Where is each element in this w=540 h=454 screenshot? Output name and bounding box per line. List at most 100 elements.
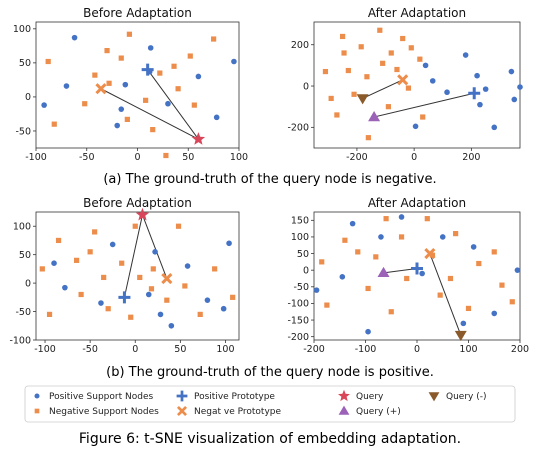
negative-support-point xyxy=(364,74,370,80)
negative-support-point xyxy=(191,102,197,108)
negative-prototype-point xyxy=(424,247,436,260)
y-tick-label: 0 xyxy=(25,92,31,103)
legend-label: Query (-) xyxy=(446,392,486,402)
positive-prototype-point xyxy=(468,87,481,100)
negative-support-point xyxy=(182,283,188,289)
negative-support-point xyxy=(128,314,134,320)
positive-support-point xyxy=(477,101,483,108)
negative-prototype-point xyxy=(95,83,107,95)
x-tick-label: 200 xyxy=(462,152,480,163)
negative-support-point xyxy=(101,274,107,281)
positive-support-point xyxy=(51,260,57,267)
plot-frame xyxy=(35,21,240,149)
positive-support-point xyxy=(491,124,498,131)
positive-support-point xyxy=(462,52,469,58)
negative-support-point xyxy=(453,231,459,237)
negative-support-point xyxy=(187,53,193,59)
positive-support-point xyxy=(422,62,429,69)
x-tick-label: 100 xyxy=(216,344,234,355)
negative-support-point xyxy=(87,249,93,255)
x-tick-label: -100 xyxy=(34,344,56,355)
x-tick-label: 0 xyxy=(411,152,417,163)
prototype-query-line xyxy=(100,88,199,140)
negative-support-point xyxy=(55,237,62,244)
negative-support-point xyxy=(106,80,112,86)
negative-support-point xyxy=(437,292,443,298)
positive-support-point xyxy=(419,270,425,277)
negative-support-point xyxy=(150,127,156,133)
positive-support-point xyxy=(147,45,154,51)
figure-caption: Figure 6: t-SNE visualization of embeddi… xyxy=(79,431,461,447)
negative-support-point xyxy=(230,294,236,300)
y-tick-label: -50 xyxy=(15,307,31,318)
prototype-query-line xyxy=(429,253,462,336)
positive-support-point xyxy=(439,234,446,240)
positive-support-point xyxy=(517,84,523,90)
negative-support-point xyxy=(400,35,406,42)
positive-support-point xyxy=(41,102,47,108)
plots-layer: Before Adaptation-100 -50 0 50 100-50050100A… xyxy=(9,6,529,355)
negative-support-point xyxy=(78,291,84,298)
negative-support-point xyxy=(212,266,218,272)
y-tick-label: 100 xyxy=(291,232,309,243)
positive-support-point xyxy=(365,328,371,335)
positive-support-point xyxy=(508,68,515,75)
y-tick-label: 50 xyxy=(19,250,31,261)
legend-label: Query xyxy=(356,392,384,402)
positive-support-point xyxy=(71,34,78,41)
legend-item: Query (-) xyxy=(428,392,486,402)
y-tick-label: -200 xyxy=(287,123,309,134)
y-tick-label: 0 xyxy=(303,81,309,92)
negative-support-point xyxy=(394,66,400,73)
x-tick-label: -200 xyxy=(303,344,325,355)
negative-support-point xyxy=(82,101,88,107)
negative-support-point xyxy=(385,104,391,110)
negative-support-point xyxy=(341,50,347,56)
negative-support-point xyxy=(328,95,334,102)
query-pos-point xyxy=(368,111,381,122)
negative-support-point xyxy=(150,266,156,272)
negative-support-point xyxy=(104,48,110,54)
legend-marker-square xyxy=(34,408,40,414)
panel-title: After Adaptation xyxy=(368,6,466,20)
negative-support-point xyxy=(417,56,423,62)
scatter-panel-2: After Adaptation -200 0 200 -200 0 200 xyxy=(287,6,523,163)
negative-support-point xyxy=(334,112,340,118)
negative-support-point xyxy=(105,306,111,312)
panel-title: After Adaptation xyxy=(368,196,466,210)
y-tick-label: -50 xyxy=(293,282,309,293)
negative-support-point xyxy=(404,275,410,282)
plot-frame xyxy=(313,21,521,149)
x-tick-label: 200 xyxy=(511,344,529,355)
positive-support-point xyxy=(184,263,191,269)
legend: Positive Support Nodes Negative Support N… xyxy=(24,385,516,423)
negative-support-point xyxy=(509,299,515,305)
positive-prototype-point xyxy=(411,262,423,275)
negative-support-point xyxy=(398,234,405,240)
positive-support-point xyxy=(349,220,356,227)
negative-support-point xyxy=(118,55,124,61)
positive-support-point xyxy=(63,83,70,89)
negative-support-point xyxy=(124,116,130,122)
negative-support-point xyxy=(319,259,325,265)
negative-prototype-point xyxy=(397,74,409,86)
legend-item: Positive Support Nodes xyxy=(34,392,153,402)
negative-support-point xyxy=(447,275,454,282)
legend-item: Negat ve Prototype xyxy=(176,405,281,417)
negative-support-point xyxy=(358,44,364,50)
caption-b: (b) The ground-truth of the query node i… xyxy=(106,365,434,380)
positive-support-point xyxy=(114,122,120,129)
negative-support-point xyxy=(377,27,383,33)
negative-support-point xyxy=(420,114,426,120)
negative-support-point xyxy=(46,311,53,317)
positive-support-point xyxy=(470,244,477,250)
legend-item: Positive Prototype xyxy=(176,390,275,402)
y-tick-label: 100 xyxy=(13,24,31,35)
scatter-panel-3: Before Adaptation -100 -50 0 50 100 -100 -50 0 50… xyxy=(9,196,240,355)
positive-support-point xyxy=(474,72,480,79)
query-pos-point xyxy=(377,266,390,278)
legend-marker-plus xyxy=(176,390,188,402)
negative-support-point xyxy=(380,60,386,66)
negative-support-point xyxy=(340,33,346,40)
legend-item: Negative Support Nodes xyxy=(34,407,159,417)
